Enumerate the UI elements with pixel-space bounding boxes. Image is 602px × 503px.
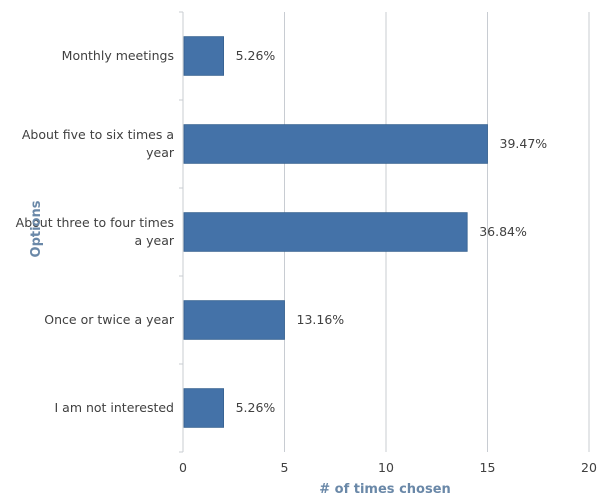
data-label: 5.26% xyxy=(236,400,276,415)
data-label: 36.84% xyxy=(479,224,527,239)
x-tick-label: 10 xyxy=(378,460,394,475)
category-label-line: Monthly meetings xyxy=(62,48,174,63)
category-label-line: Once or twice a year xyxy=(44,312,175,327)
x-tick-label: 20 xyxy=(581,460,597,475)
data-label: 39.47% xyxy=(500,136,548,151)
x-tick-label: 0 xyxy=(179,460,187,475)
category-label: Once or twice a year xyxy=(44,312,175,327)
data-labels: 5.26% 39.47% 36.84% 13.16% 5.26% xyxy=(236,48,548,415)
x-axis-title: # of times chosen xyxy=(319,482,451,497)
x-tick-label: 5 xyxy=(281,460,289,475)
bar xyxy=(183,300,285,340)
bar xyxy=(183,124,488,164)
x-tick-label: 15 xyxy=(480,460,496,475)
data-label: 5.26% xyxy=(236,48,276,63)
bar xyxy=(183,36,224,76)
category-label-line: About five to six times a xyxy=(22,127,174,142)
category-label-line: year xyxy=(146,145,175,160)
bar xyxy=(183,388,224,428)
category-label: About five to six times a year xyxy=(22,127,175,160)
data-label: 13.16% xyxy=(297,312,345,327)
category-label-line: About three to four times xyxy=(16,215,174,230)
bars xyxy=(183,36,488,428)
category-labels: Monthly meetings About five to six times … xyxy=(16,48,175,415)
category-label-line: a year xyxy=(134,233,174,248)
x-tick-labels: 0 5 10 15 20 xyxy=(179,460,597,475)
category-label: Monthly meetings xyxy=(62,48,174,63)
y-axis xyxy=(179,11,184,453)
bar xyxy=(183,212,468,252)
category-label-line: I am not interested xyxy=(55,400,175,415)
y-axis-title: Options xyxy=(29,200,44,257)
category-label: I am not interested xyxy=(55,400,175,415)
category-label: About three to four times a year xyxy=(16,215,175,248)
